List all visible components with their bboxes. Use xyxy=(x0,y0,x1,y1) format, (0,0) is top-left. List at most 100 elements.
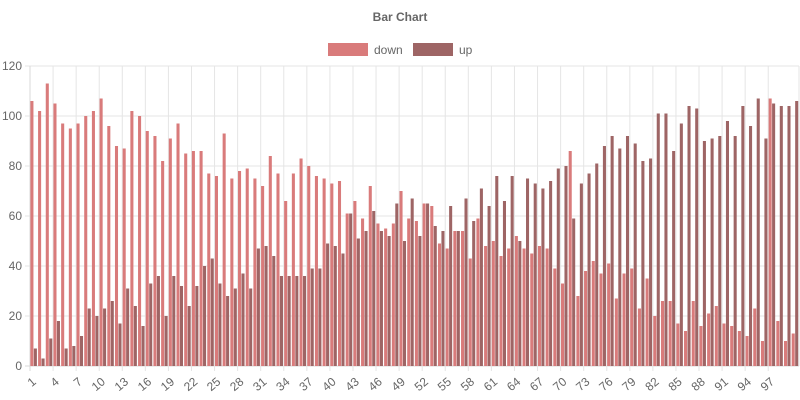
bar-down[interactable] xyxy=(576,296,580,366)
bar-up[interactable] xyxy=(510,176,514,366)
bar-down[interactable] xyxy=(484,246,488,366)
bar-down[interactable] xyxy=(176,123,180,367)
bar-up[interactable] xyxy=(526,178,530,367)
bar-up[interactable] xyxy=(310,268,314,367)
legend-item-down[interactable]: down xyxy=(328,43,403,57)
bar-down[interactable] xyxy=(737,331,741,366)
bar-up[interactable] xyxy=(103,308,107,367)
bar-up[interactable] xyxy=(664,113,668,367)
bar-down[interactable] xyxy=(84,116,88,366)
bar-up[interactable] xyxy=(779,106,783,366)
bar-down[interactable] xyxy=(630,268,634,367)
bar-down[interactable] xyxy=(637,308,641,367)
bar-up[interactable] xyxy=(587,173,591,367)
bar-down[interactable] xyxy=(345,213,349,367)
bar-down[interactable] xyxy=(138,116,142,366)
bar-down[interactable] xyxy=(114,146,119,366)
bar-up[interactable] xyxy=(379,231,383,366)
bar-up[interactable] xyxy=(718,136,722,366)
bar-up[interactable] xyxy=(410,198,414,367)
bar-down[interactable] xyxy=(130,111,134,366)
bar-down[interactable] xyxy=(414,221,418,366)
bar-down[interactable] xyxy=(760,341,764,366)
bar-up[interactable] xyxy=(218,283,222,367)
bar-down[interactable] xyxy=(122,148,126,367)
bar-up[interactable] xyxy=(79,336,84,366)
bar-down[interactable] xyxy=(407,218,411,367)
bar-up[interactable] xyxy=(549,181,553,366)
bar-up[interactable] xyxy=(349,213,353,367)
bar-up[interactable] xyxy=(264,246,268,366)
bar-up[interactable] xyxy=(149,283,153,367)
bar-up[interactable] xyxy=(95,316,99,366)
bar-up[interactable] xyxy=(579,183,583,367)
bar-down[interactable] xyxy=(284,201,288,366)
bar-up[interactable] xyxy=(610,136,614,366)
bar-up[interactable] xyxy=(126,288,130,367)
bar-down[interactable] xyxy=(522,248,526,367)
bar-down[interactable] xyxy=(776,321,780,366)
bar-up[interactable] xyxy=(287,276,291,366)
bar-up[interactable] xyxy=(295,276,299,366)
bar-up[interactable] xyxy=(772,103,776,367)
bar-up[interactable] xyxy=(64,348,68,367)
bar-down[interactable] xyxy=(430,206,434,366)
bar-down[interactable] xyxy=(61,123,65,367)
bar-up[interactable] xyxy=(441,231,445,366)
bar-down[interactable] xyxy=(668,301,672,366)
bar-down[interactable] xyxy=(261,186,265,366)
bar-down[interactable] xyxy=(337,181,342,366)
bar-up[interactable] xyxy=(87,308,91,367)
bar-down[interactable] xyxy=(184,153,188,367)
bar-down[interactable] xyxy=(161,161,165,366)
bar-up[interactable] xyxy=(625,136,630,366)
bar-up[interactable] xyxy=(426,203,430,367)
bar-up[interactable] xyxy=(564,166,568,366)
bar-down[interactable] xyxy=(560,283,565,367)
bar-down[interactable] xyxy=(676,323,680,367)
bar-down[interactable] xyxy=(191,151,195,366)
bar-up[interactable] xyxy=(303,276,307,366)
bar-up[interactable] xyxy=(672,151,676,366)
legend-item-up[interactable]: up xyxy=(413,43,473,57)
bar-up[interactable] xyxy=(402,241,407,366)
bar-down[interactable] xyxy=(30,101,34,366)
bar-down[interactable] xyxy=(199,151,203,366)
bar-down[interactable] xyxy=(753,308,757,367)
bar-down[interactable] xyxy=(491,241,495,366)
bar-down[interactable] xyxy=(107,126,111,366)
bar-up[interactable] xyxy=(33,348,37,367)
bar-up[interactable] xyxy=(241,273,245,367)
bar-down[interactable] xyxy=(376,223,380,367)
bar-down[interactable] xyxy=(468,258,472,367)
bar-up[interactable] xyxy=(687,106,691,366)
bar-up[interactable] xyxy=(633,143,637,367)
bar-up[interactable] xyxy=(72,346,76,366)
bar-down[interactable] xyxy=(353,201,357,366)
bar-down[interactable] xyxy=(730,326,734,366)
bar-down[interactable] xyxy=(653,316,657,366)
bar-up[interactable] xyxy=(572,218,576,367)
bar-up[interactable] xyxy=(533,183,537,367)
bar-down[interactable] xyxy=(222,133,226,367)
bar-down[interactable] xyxy=(791,333,795,367)
bar-down[interactable] xyxy=(507,248,511,367)
bar-down[interactable] xyxy=(45,83,49,367)
bar-up[interactable] xyxy=(110,301,114,366)
bar-down[interactable] xyxy=(253,178,257,367)
bar-up[interactable] xyxy=(649,158,653,367)
bar-up[interactable] xyxy=(602,146,606,366)
bar-up[interactable] xyxy=(464,198,468,367)
bar-down[interactable] xyxy=(584,271,588,366)
bar-down[interactable] xyxy=(660,301,665,366)
bar-down[interactable] xyxy=(314,176,318,366)
bar-up[interactable] xyxy=(172,276,176,366)
bar-up[interactable] xyxy=(433,226,437,366)
bar-down[interactable] xyxy=(145,131,149,366)
bar-up[interactable] xyxy=(387,236,391,366)
bar-up[interactable] xyxy=(502,201,506,366)
bar-up[interactable] xyxy=(733,136,737,366)
bar-down[interactable] xyxy=(553,268,557,367)
bar-up[interactable] xyxy=(156,276,160,366)
bar-up[interactable] xyxy=(795,101,799,366)
